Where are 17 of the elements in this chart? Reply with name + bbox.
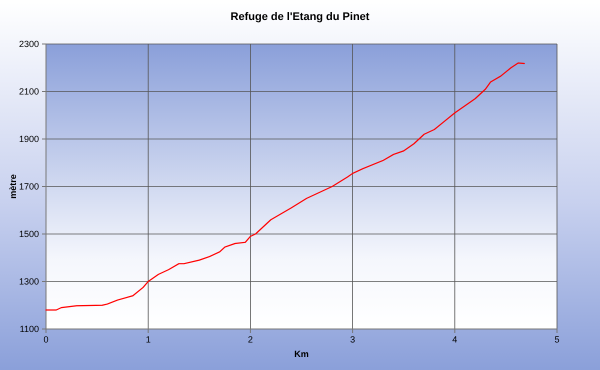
- x-axis-title: Km: [294, 349, 309, 359]
- x-tick-label: 1: [146, 334, 151, 344]
- chart-title: Refuge de l'Etang du Pinet: [230, 11, 370, 23]
- y-tick-label: 1100: [20, 324, 39, 334]
- y-axis-title: mètre: [8, 174, 18, 199]
- x-tick-label: 2: [248, 334, 253, 344]
- y-tick-label: 2100: [18, 86, 39, 96]
- line-series: [45, 62, 525, 311]
- x-tick-label: 4: [452, 334, 458, 344]
- x-tick-label: 3: [350, 334, 356, 344]
- y-tick-label: 1900: [18, 134, 39, 144]
- y-tick-label: 2300: [18, 38, 39, 49]
- x-tick-label: 5: [554, 334, 560, 344]
- y-tick-label: 1300: [18, 276, 39, 286]
- y-tick-label: 1500: [18, 228, 39, 239]
- x-tick-label: 0: [43, 334, 49, 344]
- y-tick-label: 1700: [18, 181, 39, 192]
